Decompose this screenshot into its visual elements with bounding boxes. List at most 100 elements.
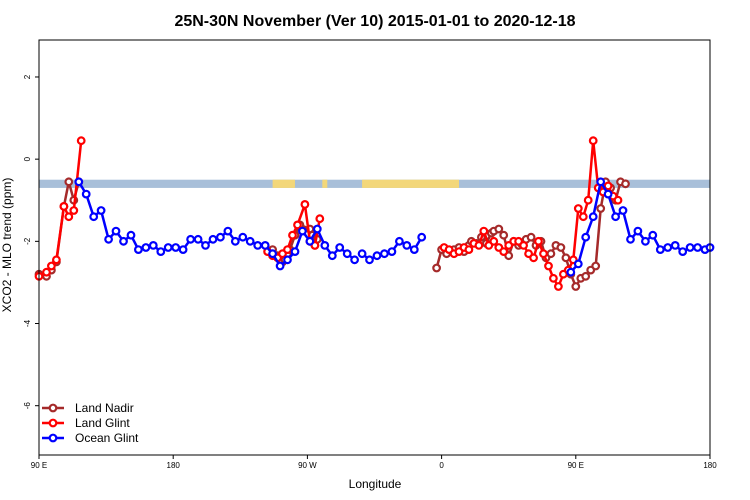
data-point: [534, 236, 543, 246]
data-point: [260, 240, 270, 250]
data-point: [409, 245, 419, 255]
land-ocean-band: [39, 179, 710, 188]
data-point: [215, 232, 225, 242]
data-point: [133, 245, 143, 255]
data-point: [253, 240, 263, 250]
data-point: [663, 243, 673, 252]
plot-frame: [38, 39, 711, 456]
data-point: [64, 212, 74, 222]
data-point: [621, 179, 630, 189]
x-tick-label: 0: [439, 461, 444, 470]
land-band-segment: [362, 179, 459, 188]
legend-label: Land Nadir: [75, 401, 134, 415]
x-tick-label: 90 W: [298, 461, 317, 470]
data-point: [81, 189, 91, 199]
data-point: [529, 253, 538, 263]
data-point: [556, 243, 566, 252]
y-tick-label: 2: [23, 74, 32, 79]
data-point: [571, 282, 581, 291]
data-point: [641, 236, 650, 246]
data-point: [618, 206, 628, 215]
x-axis: 90 E 180 90 W 0 90 E 180: [31, 455, 717, 470]
data-point: [387, 247, 397, 257]
data-point: [566, 267, 576, 277]
series-land-glint: [34, 136, 623, 291]
data-point: [230, 236, 240, 246]
data-point: [201, 240, 210, 250]
data-point: [499, 247, 509, 257]
data-point: [96, 206, 106, 215]
data-point: [678, 247, 688, 257]
data-point: [47, 261, 56, 271]
data-point: [148, 240, 158, 250]
data-point: [238, 232, 248, 242]
data-point: [208, 234, 218, 244]
data-point: [223, 226, 233, 236]
data-point: [312, 224, 322, 234]
data-point: [74, 177, 84, 187]
series-line: [569, 178, 711, 274]
data-point: [633, 226, 643, 236]
data-point: [526, 232, 536, 242]
data-point: [474, 240, 484, 250]
data-point: [670, 240, 680, 250]
y-tick-label: 0: [23, 156, 32, 161]
data-point: [69, 206, 79, 215]
x-tick-label: 90 E: [568, 461, 584, 470]
data-point: [171, 243, 181, 252]
data-point: [186, 234, 196, 244]
data-point: [350, 255, 360, 265]
data-point: [499, 230, 509, 240]
data-point: [89, 212, 99, 222]
data-point: [335, 243, 345, 252]
data-point: [693, 243, 702, 252]
legend-label: Ocean Glint: [75, 431, 139, 445]
x-tick-label: 180: [167, 461, 181, 470]
data-point: [581, 271, 591, 281]
data-point: [298, 226, 307, 236]
data-point: [59, 201, 69, 211]
data-point: [357, 249, 367, 259]
legend-marker: [48, 433, 58, 443]
legend-item: Ocean Glint: [42, 431, 139, 445]
legend-marker: [48, 418, 58, 428]
data-point: [42, 267, 51, 277]
data-point: [193, 234, 203, 244]
y-tick-label: -2: [23, 237, 32, 245]
data-point: [417, 232, 427, 242]
data-point: [156, 247, 166, 257]
data-point: [111, 226, 121, 236]
data-point: [489, 236, 499, 246]
x-tick-label: 180: [703, 461, 717, 470]
data-point: [52, 255, 61, 265]
data-point: [648, 230, 658, 240]
legend-item: Land Glint: [42, 416, 130, 430]
data-point: [365, 255, 374, 265]
series-layer: [34, 136, 715, 291]
data-point: [588, 136, 598, 146]
y-tick-label: -6: [23, 402, 32, 410]
data-point: [583, 195, 593, 205]
y-axis-label: XCO2 - MLO trend (ppm): [0, 178, 14, 313]
chart-title: 25N-30N November (Ver 10) 2015-01-01 to …: [174, 13, 575, 30]
data-point: [494, 224, 504, 234]
legend-label: Land Glint: [75, 416, 130, 430]
data-point: [300, 199, 310, 209]
data-point: [573, 204, 583, 213]
data-point: [685, 243, 695, 252]
data-point: [432, 263, 442, 273]
data-point: [573, 259, 583, 269]
data-point: [578, 212, 588, 222]
data-point: [395, 236, 404, 246]
data-point: [603, 189, 613, 199]
data-point: [293, 220, 302, 230]
data-point: [290, 247, 300, 257]
data-point: [315, 214, 325, 224]
data-point: [178, 245, 188, 255]
y-tick-label: -4: [23, 319, 32, 327]
data-point: [327, 251, 337, 261]
data-point: [479, 226, 489, 236]
series-land-nadir: [34, 177, 630, 291]
